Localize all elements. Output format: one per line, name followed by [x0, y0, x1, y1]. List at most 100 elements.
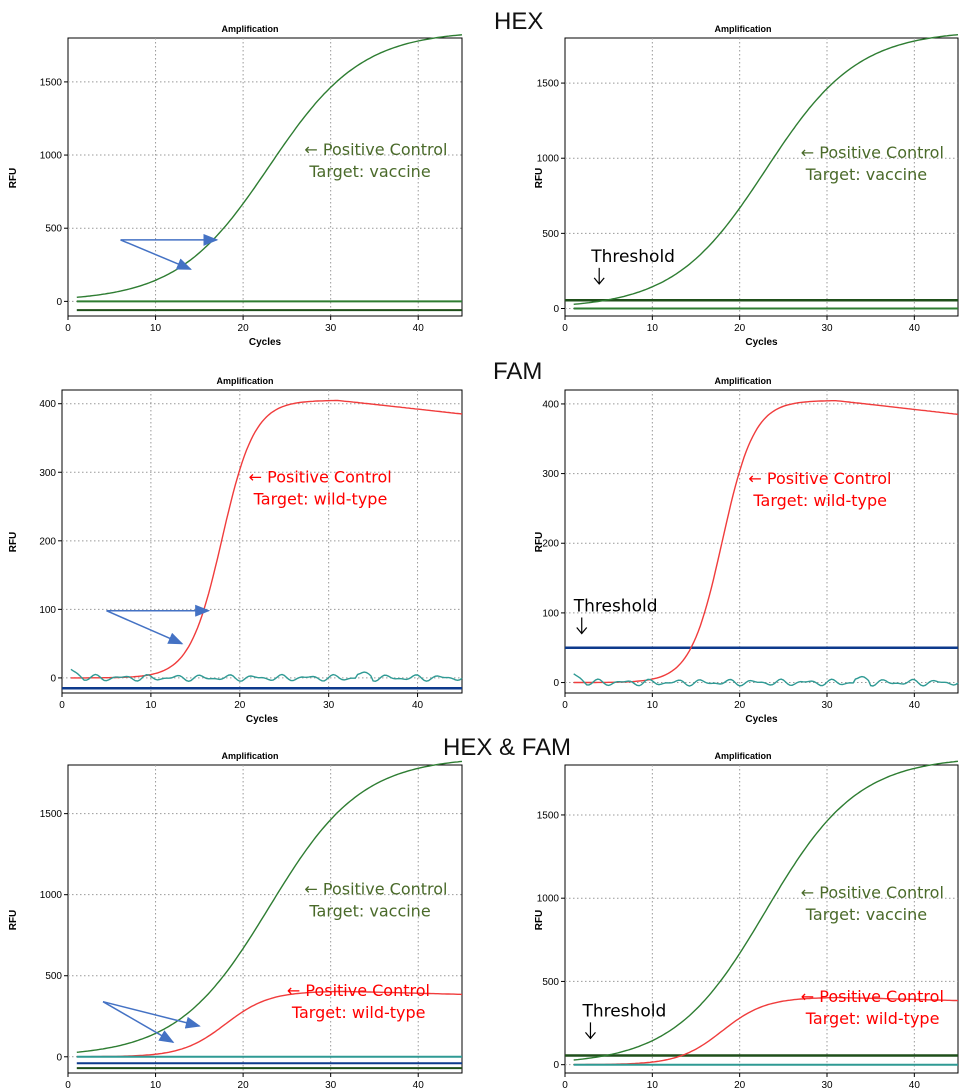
series-line — [76, 990, 463, 1058]
chart-title: Amplification — [221, 24, 278, 34]
y-tick-label: 200 — [542, 539, 559, 550]
section-title-hex-fam: HEX & FAM — [443, 734, 572, 761]
chart-title: Amplification — [714, 376, 771, 386]
y-tick-label: 1000 — [537, 894, 560, 905]
x-tick-label: 0 — [65, 323, 71, 334]
series-line — [573, 760, 959, 1061]
plot-frame — [564, 389, 959, 694]
annotation-text: ← Positive Control — [801, 883, 944, 902]
chart-both-right: Amplification010203040050010001500Cycles… — [534, 751, 959, 1091]
series-line — [76, 34, 463, 298]
x-tick-label: 30 — [325, 323, 337, 334]
pointer-arrow — [102, 1000, 201, 1029]
annotation-text: ← Positive Control — [748, 469, 891, 488]
series-line — [70, 399, 463, 679]
chart-title: Amplification — [216, 376, 273, 386]
x-tick-label: 40 — [413, 323, 425, 334]
x-axis-label: Cycles — [246, 714, 279, 725]
x-tick-label: 10 — [647, 700, 659, 711]
chart-hex-left: Amplification 0 10 20 30 40 0 500 1000 1500 Cycles… — [8, 24, 463, 348]
x-tick-label: 0 — [59, 700, 65, 711]
annotation-text: Target: vaccine — [805, 165, 927, 184]
y-tick-label: 100 — [39, 605, 56, 616]
x-tick-label: 40 — [909, 1080, 921, 1091]
y-tick-label: 1500 — [40, 77, 63, 88]
annotation-text: ← Positive Control — [304, 880, 447, 899]
x-tick-label: 30 — [821, 700, 833, 711]
x-tick-label: 40 — [413, 1080, 425, 1091]
y-tick-label: 500 — [45, 224, 62, 235]
plot-frame — [564, 37, 959, 317]
series-line — [70, 668, 463, 683]
x-tick-label: 20 — [734, 323, 746, 334]
section-title-hex: HEX — [494, 8, 544, 35]
annotation-text: ← Positive Control — [801, 143, 944, 162]
annotation-text: Target: wild-type — [805, 1009, 940, 1028]
chart-both-left: Amplification010203040050010001500Cycles… — [8, 751, 463, 1091]
x-tick-label: 30 — [323, 700, 335, 711]
y-tick-label: 500 — [45, 971, 62, 982]
pointer-arrow — [120, 239, 192, 270]
y-tick-label: 0 — [553, 678, 559, 689]
x-tick-label: 40 — [909, 700, 921, 711]
x-tick-label: 20 — [234, 700, 246, 711]
y-axis-label: RFU — [534, 910, 545, 931]
y-tick-label: 0 — [50, 673, 56, 684]
annotation-text: ← Positive Control — [801, 987, 944, 1006]
y-tick-label: 0 — [553, 304, 559, 315]
y-tick-label: 300 — [39, 468, 56, 479]
y-tick-label: 0 — [553, 1060, 559, 1071]
chart-title: Amplification — [221, 751, 278, 761]
threshold-down-arrow — [576, 617, 588, 635]
y-axis-label: RFU — [534, 532, 545, 553]
x-tick-label: 30 — [821, 323, 833, 334]
x-tick-label: 20 — [734, 700, 746, 711]
plot-frame — [67, 764, 463, 1074]
annotation-text: Target: vaccine — [805, 905, 927, 924]
threshold-down-arrow — [593, 267, 605, 285]
y-tick-label: 500 — [542, 977, 559, 988]
y-axis-label: RFU — [8, 168, 19, 189]
x-tick-label: 40 — [412, 700, 424, 711]
x-tick-label: 10 — [145, 700, 157, 711]
x-tick-label: 0 — [65, 1080, 71, 1091]
pointer-arrow — [102, 1001, 175, 1043]
x-axis-label: Cycles — [249, 337, 282, 348]
x-tick-label: 10 — [150, 323, 162, 334]
threshold-label: Threshold — [581, 1001, 666, 1021]
y-axis-label: RFU — [8, 532, 19, 553]
annotation-text: ← Positive Control — [287, 981, 430, 1000]
pointer-arrow — [106, 610, 184, 645]
x-tick-label: 10 — [150, 1080, 162, 1091]
x-tick-label: 20 — [238, 1080, 250, 1091]
annotation-text: Target: wild-type — [291, 1003, 426, 1022]
series-line — [76, 760, 463, 1053]
series-line — [573, 673, 959, 687]
chart-title: Amplification — [714, 751, 771, 761]
y-tick-label: 1500 — [40, 809, 63, 820]
section-title-fam: FAM — [493, 358, 543, 385]
y-tick-label: 1000 — [40, 151, 63, 162]
x-axis-label: Cycles — [745, 714, 778, 725]
x-tick-label: 10 — [647, 323, 659, 334]
x-tick-label: 30 — [325, 1080, 337, 1091]
series-line — [573, 34, 959, 305]
x-tick-label: 0 — [562, 323, 568, 334]
plot-frame — [564, 764, 959, 1074]
annotation-text: ← Positive Control — [304, 140, 447, 159]
threshold-down-arrow — [585, 1022, 596, 1040]
y-axis-label: RFU — [534, 168, 545, 189]
y-axis-label: RFU — [8, 910, 19, 931]
threshold-label: Threshold — [573, 597, 658, 617]
x-tick-label: 10 — [647, 1080, 659, 1091]
y-tick-label: 200 — [39, 536, 56, 547]
chart-title: Amplification — [714, 24, 771, 34]
y-tick-label: 400 — [542, 399, 559, 410]
y-tick-label: 0 — [56, 1052, 62, 1063]
threshold-label: Threshold — [590, 247, 675, 267]
x-tick-label: 20 — [238, 323, 250, 334]
y-tick-label: 1500 — [537, 810, 560, 821]
